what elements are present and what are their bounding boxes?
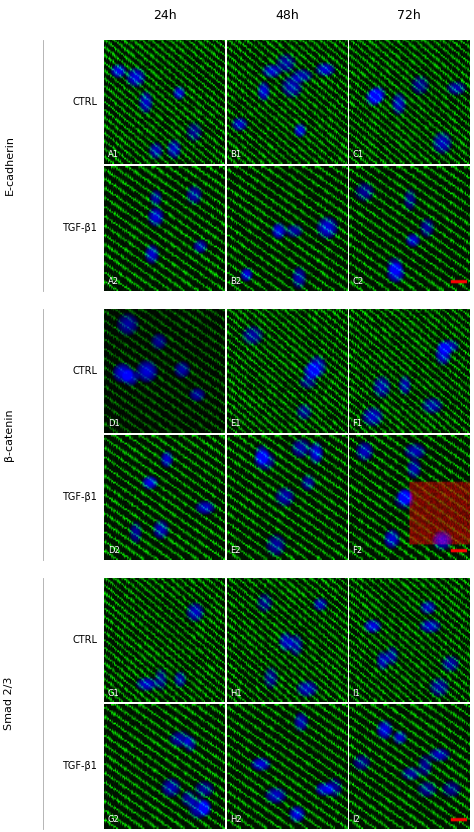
Text: TGF-β1: TGF-β1 (62, 493, 97, 503)
Text: H2: H2 (230, 815, 242, 824)
Text: TGF-β1: TGF-β1 (62, 223, 97, 234)
Text: G2: G2 (108, 815, 119, 824)
Text: E2: E2 (230, 546, 241, 555)
Text: β-catenin: β-catenin (4, 408, 15, 461)
Text: 72h: 72h (397, 8, 421, 22)
Text: A1: A1 (108, 151, 119, 160)
Text: F1: F1 (353, 419, 363, 428)
Text: CTRL: CTRL (72, 97, 97, 107)
Text: 48h: 48h (275, 8, 299, 22)
Text: H1: H1 (230, 689, 242, 697)
Text: E-cadherin: E-cadherin (4, 136, 15, 196)
Text: CTRL: CTRL (72, 635, 97, 646)
Text: D2: D2 (108, 546, 119, 555)
Text: C2: C2 (353, 277, 364, 285)
Text: B1: B1 (230, 151, 241, 160)
Text: I2: I2 (353, 815, 360, 824)
Text: A2: A2 (108, 277, 119, 285)
Text: E1: E1 (230, 419, 241, 428)
Text: D1: D1 (108, 419, 119, 428)
Text: C1: C1 (353, 151, 364, 160)
Text: CTRL: CTRL (72, 366, 97, 376)
Text: 24h: 24h (153, 8, 176, 22)
Text: F2: F2 (353, 546, 363, 555)
Text: I1: I1 (353, 689, 360, 697)
Text: TGF-β1: TGF-β1 (62, 761, 97, 771)
Text: Smad 2/3: Smad 2/3 (4, 676, 15, 730)
Text: G1: G1 (108, 689, 119, 697)
Text: B2: B2 (230, 277, 241, 285)
